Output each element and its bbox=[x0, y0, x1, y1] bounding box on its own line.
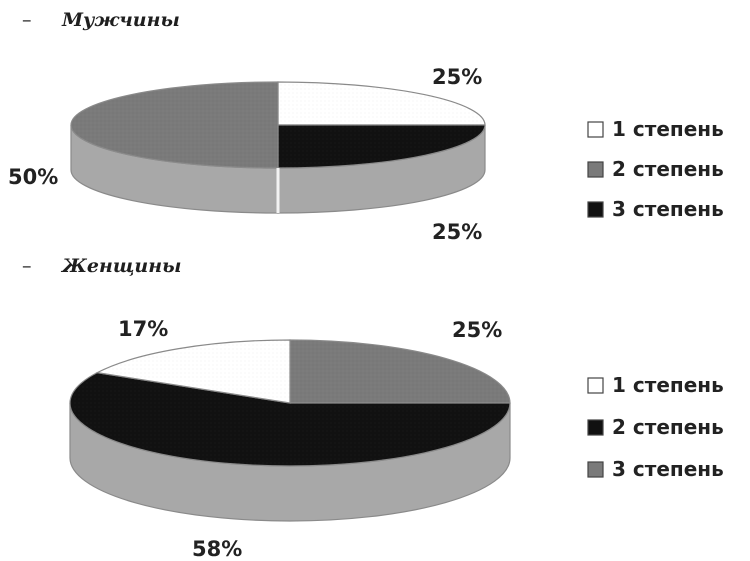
chart-women-data-label-2: 58% bbox=[192, 537, 242, 561]
chart-men-data-labels: 25% 50% 25% bbox=[8, 65, 482, 244]
chart-women-legend-label-3: 3 степень bbox=[612, 457, 724, 481]
chart-men-data-label-2: 50% bbox=[8, 165, 58, 189]
chart-men-legend: 1 степень 2 степень 3 степень bbox=[587, 117, 724, 221]
chart-women-title: Женщины bbox=[60, 255, 181, 277]
chart-men-pie bbox=[70, 81, 486, 214]
chart-women-legend-swatch-3 bbox=[587, 461, 604, 478]
chart-men-legend-label-2: 2 степень bbox=[612, 157, 724, 181]
chart-men-data-label-3: 25% bbox=[432, 220, 482, 244]
chart-women-pie bbox=[69, 339, 511, 522]
chart-women: – Женщины 17% 58% 25% 1 степень 2 степень 3 … bbox=[22, 255, 724, 561]
chart-women-legend-label-2: 2 степень bbox=[612, 415, 724, 439]
chart-men-title: Мужчины bbox=[61, 9, 180, 31]
chart-women-data-label-3: 25% bbox=[452, 318, 502, 342]
chart-men-legend-swatch-2 bbox=[587, 161, 604, 178]
chart-men-legend-swatch-1 bbox=[587, 121, 604, 138]
chart-women-title-dash: – bbox=[22, 255, 32, 277]
chart-men-texture bbox=[71, 82, 485, 168]
chart-men-title-dash: – bbox=[22, 9, 32, 31]
chart-women-data-label-1: 17% bbox=[118, 317, 168, 341]
chart-women-texture bbox=[70, 340, 510, 466]
chart-women-data-labels: 17% 58% 25% bbox=[118, 317, 502, 561]
chart-men: – Мужчины 25% 50% 25% 1 степень 2 степень 3 … bbox=[8, 9, 724, 244]
chart-women-legend-swatch-2 bbox=[587, 419, 604, 436]
chart-women-legend-label-1: 1 степень bbox=[612, 373, 724, 397]
chart-men-legend-label-1: 1 степень bbox=[612, 117, 724, 141]
chart-men-legend-swatch-3 bbox=[587, 201, 604, 218]
chart-women-legend-swatch-1 bbox=[587, 377, 604, 394]
chart-men-data-label-1: 25% bbox=[432, 65, 482, 89]
chart-women-legend: 1 степень 2 степень 3 степень bbox=[587, 373, 724, 481]
chart-men-legend-label-3: 3 степень bbox=[612, 197, 724, 221]
